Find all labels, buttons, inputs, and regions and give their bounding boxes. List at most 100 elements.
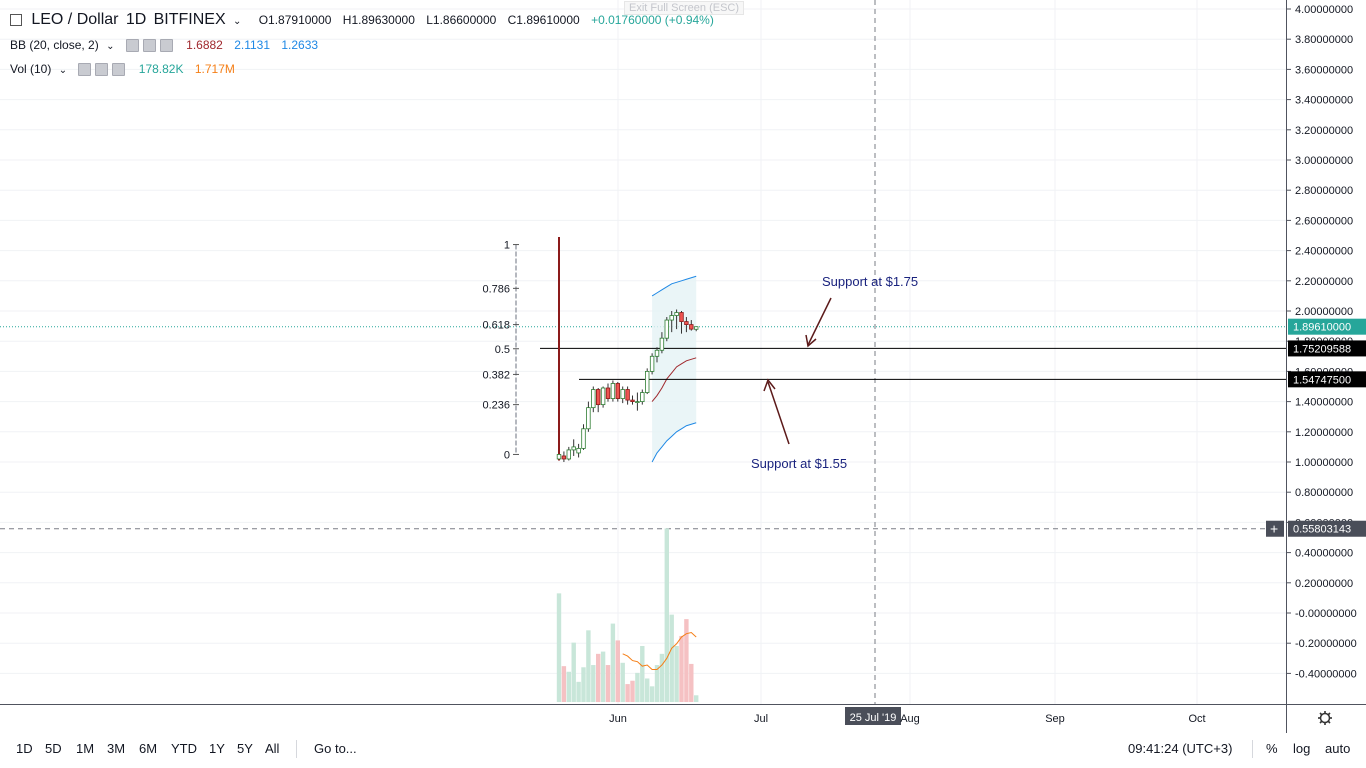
vol-value: 178.82K [138,62,184,76]
clock: 09:41:24 (UTC+3) [1128,741,1233,756]
volume-bar [645,678,650,702]
candle-body [620,389,625,399]
volume-bar [620,662,625,702]
volume-bar [581,667,586,702]
time-axis-label: Jun [609,713,627,725]
support-annotation: Support at $1.55 [751,456,847,471]
toolbar-divider [296,740,297,758]
goto-button[interactable]: Go to... [314,741,357,756]
candle-body [659,337,665,351]
chevron-down-icon[interactable]: ⌄ [232,16,242,27]
chart-pane[interactable]: 1 0.786 0.618 0.5 0.382 0.236 0 Support at $1.7… [0,0,1286,704]
bb-upper: 2.1131 [234,38,270,52]
fib-level-label: 0 [504,449,510,461]
auto-scale-button[interactable]: auto [1325,741,1351,756]
chevron-down-icon[interactable]: ⌄ [58,65,68,76]
range-button-ytd[interactable]: YTD [171,741,197,756]
bb-legend: BB (20, close, 2) ⌄ 1.6882 2.1131 1.2633 [10,38,322,53]
volume-bar [586,630,591,702]
support-price-label: 1.75209588 [1293,343,1351,355]
time-axis-label: Aug [900,713,920,725]
range-button-3m[interactable]: 3M [107,741,126,756]
time-axis-label: Sep [1045,713,1065,725]
symbol-name[interactable]: LEO / Dollar [31,11,119,28]
candle-body [581,428,586,449]
price-tick-label: 3.40000000 [1295,95,1353,107]
support-arrow-upper [807,297,832,346]
price-tick-label: -0.20000000 [1295,638,1357,650]
plus-icon: + [1270,521,1278,537]
volume-bar [640,646,645,702]
chart-settings-corner[interactable] [1286,704,1366,733]
crosshair-price-label-bg [1288,520,1366,537]
range-button-1d[interactable]: 1D [16,741,33,756]
crosshair-price-label: 0.55803143 [1293,524,1351,536]
range-button-5d[interactable]: 5D [45,741,62,756]
time-axis-svg[interactable]: Jun Jul 25 Jul '19 Aug Sep Oct [0,705,1286,733]
price-axis[interactable]: 4.00000000 3.80000000 3.60000000 3.40000000… [1286,0,1366,704]
candle-body [689,324,694,330]
gear-icon[interactable] [1287,705,1366,733]
volume-bar [566,671,571,702]
price-tick-label: 1.00000000 [1295,457,1353,469]
ohlc-open: O1.87910000 [258,13,332,27]
arrow-head [763,378,776,392]
price-tick-label: 2.40000000 [1295,246,1353,258]
candle-body [576,448,581,454]
percent-scale-button[interactable]: % [1266,741,1278,756]
price-chart[interactable]: 1 0.786 0.618 0.5 0.382 0.236 0 Support at $1.7… [0,0,1286,704]
candle-body [664,319,669,339]
support-arrow-lower [767,381,790,445]
eye-icon[interactable] [125,39,139,53]
range-button-6m[interactable]: 6M [139,741,158,756]
symbol-interval[interactable]: 1D [125,11,147,28]
volume-bar [669,614,674,702]
candle-body [615,383,620,399]
volume-bar [561,666,567,702]
volume-bar [615,640,620,702]
candle-body [625,389,630,401]
price-tick-label: -0.00000000 [1295,608,1357,620]
range-button-5y[interactable]: 5Y [237,741,253,756]
symbol-legend: LEO / Dollar 1D BITFINEX ⌄ O1.87910000 H… [10,11,718,29]
collapse-icon[interactable] [10,13,22,26]
range-button-all[interactable]: All [265,741,280,756]
bb-basis: 1.6882 [186,38,223,52]
chevron-down-icon[interactable]: ⌄ [106,41,115,52]
price-axis-svg[interactable]: 4.00000000 3.80000000 3.60000000 3.40000000… [1287,0,1366,704]
candle-body [654,349,660,357]
candle-body [645,370,650,393]
support-price-label-bg [1288,340,1366,357]
price-tick-label: 3.80000000 [1295,34,1353,46]
bb-lower-line [651,422,697,463]
bb-label[interactable]: BB (20, close, 2) [10,38,99,52]
symbol-exchange: BITFINEX [153,11,226,28]
volume-bar [576,681,581,702]
candle-body [586,407,591,430]
gear-icon[interactable] [95,63,109,77]
range-button-1y[interactable]: 1Y [209,741,225,756]
exit-fullscreen-hint[interactable]: Exit Full Screen (ESC) [624,1,745,15]
vol-label[interactable]: Vol (10) [10,62,52,76]
eye-icon[interactable] [78,63,92,77]
time-axis[interactable]: Jun Jul 25 Jul '19 Aug Sep Oct [0,704,1286,733]
volume-bar [556,593,562,702]
range-button-1m[interactable]: 1M [76,741,95,756]
candle-body [679,312,684,322]
volume-bar [684,619,689,702]
volume-bar [571,642,576,702]
close-icon[interactable] [159,39,173,53]
bb-lower: 1.2633 [281,38,319,52]
bottom-toolbar: 1D 5D 1M 3M 6M YTD 1Y 5Y All Go to... 09:41:24 (… [0,732,1366,768]
candle-body [674,312,679,316]
gear-icon[interactable] [142,39,156,53]
volume-bar [596,653,601,702]
price-tick-label: 4.00000000 [1295,4,1353,16]
price-tick-label: 0.40000000 [1295,548,1353,560]
time-axis-label: Jul [754,713,768,725]
log-scale-button[interactable]: log [1293,741,1311,756]
close-icon[interactable] [112,63,126,77]
candle-body [640,392,645,403]
fib-level-label: 0.618 [482,320,510,332]
support-price-label-bg [1288,371,1366,388]
